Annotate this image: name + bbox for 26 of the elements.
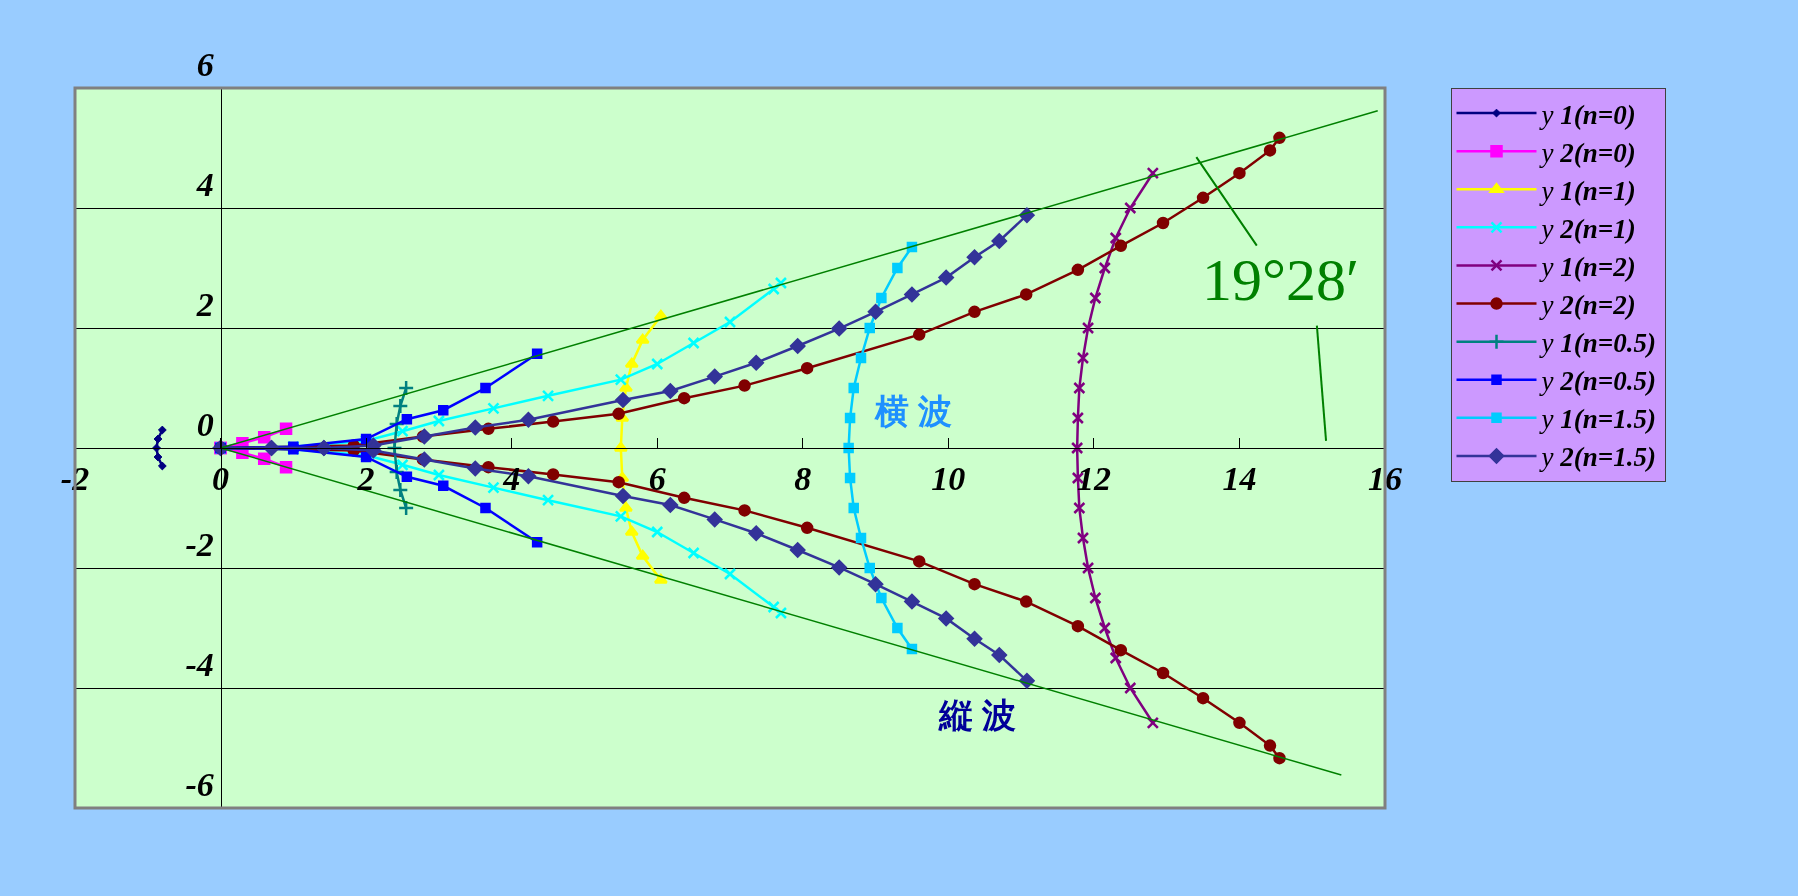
y-tick-label: -4 xyxy=(185,645,214,683)
y-tick-label: 6 xyxy=(196,45,214,83)
legend-label: y 2(n=2) xyxy=(1538,290,1636,321)
legend-label: y 2(n=0) xyxy=(1538,137,1636,168)
legend-label: y 1(n=0) xyxy=(1538,99,1636,130)
legend-label: y 1(n=1) xyxy=(1538,175,1636,206)
annotation: 19°28′ xyxy=(1202,247,1360,313)
y-tick-label: -2 xyxy=(185,525,214,563)
x-tick-label: 16 xyxy=(1368,459,1402,497)
x-tick-label: 14 xyxy=(1222,459,1257,497)
y-tick-label: 4 xyxy=(195,165,214,203)
x-tick-label: 10 xyxy=(931,459,966,497)
annotation: 縦 波 xyxy=(938,697,1016,734)
legend-label: y 2(n=1.5) xyxy=(1538,442,1656,473)
y-tick-label: 2 xyxy=(195,285,214,323)
legend-label: y 1(n=2) xyxy=(1538,251,1636,282)
y-tick-label: -6 xyxy=(185,765,214,803)
legend-label: y 2(n=0.5) xyxy=(1538,366,1656,397)
x-tick-label: 6 xyxy=(648,459,666,497)
annotation: 横 波 xyxy=(874,393,952,430)
legend-label: y 1(n=0.5) xyxy=(1538,328,1656,359)
legend-label: y 1(n=1.5) xyxy=(1538,404,1656,435)
legend-label: y 2(n=1) xyxy=(1538,213,1636,244)
x-tick-label: 2 xyxy=(356,459,375,497)
y-tick-label: 0 xyxy=(196,405,214,443)
x-tick-label: 8 xyxy=(794,459,812,497)
